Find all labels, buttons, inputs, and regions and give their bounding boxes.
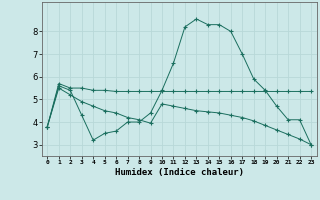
X-axis label: Humidex (Indice chaleur): Humidex (Indice chaleur) [115, 168, 244, 177]
